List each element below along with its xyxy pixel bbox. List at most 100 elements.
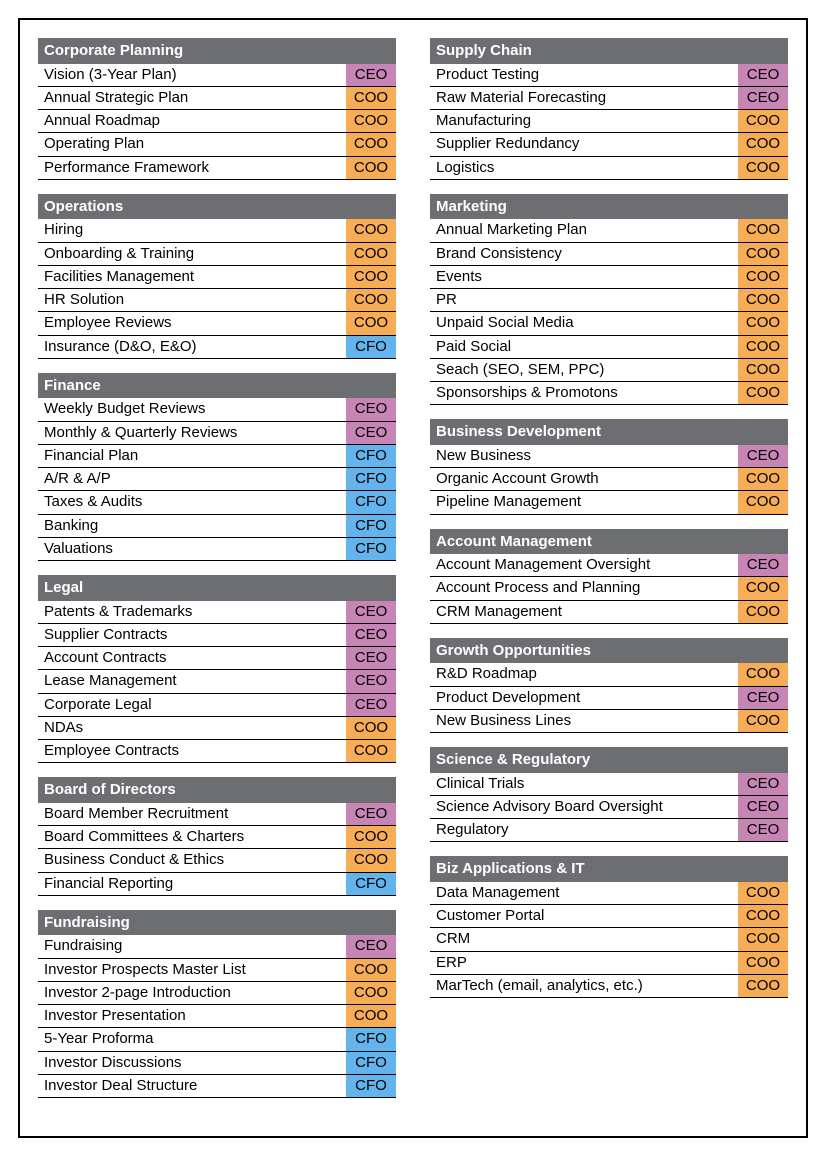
owner-badge: COO [738,952,788,974]
table-row: BankingCFO [38,515,396,538]
responsibility-item: Lease Management [38,670,346,692]
table-row: Employee ContractsCOO [38,740,396,763]
owner-badge: COO [738,219,788,241]
table-row: Operating PlanCOO [38,133,396,156]
table-row: Patents & TrademarksCEO [38,601,396,624]
owner-badge: COO [346,219,396,241]
table-row: Account ContractsCEO [38,647,396,670]
table-row: Board Member RecruitmentCEO [38,803,396,826]
responsibility-item: Patents & Trademarks [38,601,346,623]
responsibility-item: Employee Reviews [38,312,346,334]
table-row: CRMCOO [430,928,788,951]
responsibility-item: Monthly & Quarterly Reviews [38,422,346,444]
responsibility-item: Board Member Recruitment [38,803,346,825]
owner-badge: COO [738,336,788,358]
responsibility-item: Sponsorships & Promotons [430,382,738,404]
section-header: Marketing [430,194,788,220]
table-row: Investor Prospects Master ListCOO [38,959,396,982]
section-header: Fundraising [38,910,396,936]
owner-badge: COO [346,717,396,739]
section-header: Supply Chain [430,38,788,64]
owner-badge: COO [738,468,788,490]
responsibility-item: Investor 2-page Introduction [38,982,346,1004]
owner-badge: COO [738,975,788,997]
table-row: Investor PresentationCOO [38,1005,396,1028]
section-header: Finance [38,373,396,399]
responsibility-item: Annual Strategic Plan [38,87,346,109]
responsibility-item: Brand Consistency [430,243,738,265]
table-row: Financial ReportingCFO [38,873,396,896]
section-header: Account Management [430,529,788,555]
table-row: Annual Marketing PlanCOO [430,219,788,242]
owner-badge: CFO [346,491,396,513]
table-row: New BusinessCEO [430,445,788,468]
responsibility-item: Annual Marketing Plan [430,219,738,241]
table-row: Weekly Budget ReviewsCEO [38,398,396,421]
responsibility-item: Investor Prospects Master List [38,959,346,981]
table-row: ERPCOO [430,952,788,975]
responsibility-item: 5-Year Proforma [38,1028,346,1050]
owner-badge: CFO [346,336,396,358]
table-row: Financial PlanCFO [38,445,396,468]
owner-badge: COO [738,243,788,265]
owner-badge: CFO [346,538,396,560]
responsibility-item: A/R & A/P [38,468,346,490]
owner-badge: CEO [346,64,396,86]
table-row: Onboarding & TrainingCOO [38,243,396,266]
table-row: Vision (3-Year Plan)CEO [38,64,396,87]
owner-badge: CEO [738,445,788,467]
responsibility-item: Clinical Trials [430,773,738,795]
responsibility-item: Pipeline Management [430,491,738,513]
table-row: Product TestingCEO [430,64,788,87]
responsibility-item: CRM [430,928,738,950]
owner-badge: COO [346,133,396,155]
section-header: Legal [38,575,396,601]
responsibility-item: Account Contracts [38,647,346,669]
responsibility-item: Annual Roadmap [38,110,346,132]
responsibility-item: Financial Plan [38,445,346,467]
table-row: Investor DiscussionsCFO [38,1052,396,1075]
section-header: Science & Regulatory [430,747,788,773]
responsibility-item: Weekly Budget Reviews [38,398,346,420]
table-row: Seach (SEO, SEM, PPC)COO [430,359,788,382]
responsibility-item: MarTech (email, analytics, etc.) [430,975,738,997]
owner-badge: COO [738,289,788,311]
responsibility-item: ERP [430,952,738,974]
owner-badge: COO [738,157,788,179]
responsibility-item: Manufacturing [430,110,738,132]
section: LegalPatents & TrademarksCEOSupplier Con… [38,575,396,763]
responsibility-item: NDAs [38,717,346,739]
section-header: Corporate Planning [38,38,396,64]
responsibility-item: Investor Discussions [38,1052,346,1074]
table-row: ValuationsCFO [38,538,396,561]
responsibility-item: Science Advisory Board Oversight [430,796,738,818]
responsibility-item: CRM Management [430,601,738,623]
owner-badge: CEO [346,670,396,692]
table-row: Annual Strategic PlanCOO [38,87,396,110]
table-row: 5-Year ProformaCFO [38,1028,396,1051]
table-row: Investor Deal StructureCFO [38,1075,396,1098]
responsibility-item: Valuations [38,538,346,560]
section-header: Business Development [430,419,788,445]
table-row: Paid SocialCOO [430,336,788,359]
table-row: Corporate LegalCEO [38,694,396,717]
owner-badge: CFO [346,1052,396,1074]
owner-badge: CEO [738,554,788,576]
owner-badge: COO [738,133,788,155]
table-row: Sponsorships & PromotonsCOO [430,382,788,405]
owner-badge: CEO [738,819,788,841]
table-row: New Business LinesCOO [430,710,788,733]
owner-badge: COO [738,577,788,599]
responsibility-item: Product Testing [430,64,738,86]
section: Supply ChainProduct TestingCEORaw Materi… [430,38,788,180]
responsibility-item: Corporate Legal [38,694,346,716]
responsibility-item: Customer Portal [430,905,738,927]
section: Account ManagementAccount Management Ove… [430,529,788,624]
section: Corporate PlanningVision (3-Year Plan)CE… [38,38,396,180]
owner-badge: CEO [346,601,396,623]
section-header: Growth Opportunities [430,638,788,664]
responsibility-item: Data Management [430,882,738,904]
responsibility-item: Onboarding & Training [38,243,346,265]
section-header: Operations [38,194,396,220]
owner-badge: COO [738,312,788,334]
